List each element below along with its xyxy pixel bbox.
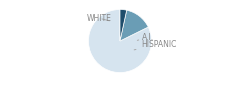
Text: A.I.: A.I. xyxy=(137,33,154,42)
Text: WHITE: WHITE xyxy=(87,14,112,23)
Text: HISPANIC: HISPANIC xyxy=(134,40,177,50)
Wedge shape xyxy=(120,10,148,41)
Wedge shape xyxy=(120,10,127,41)
Wedge shape xyxy=(89,10,151,72)
